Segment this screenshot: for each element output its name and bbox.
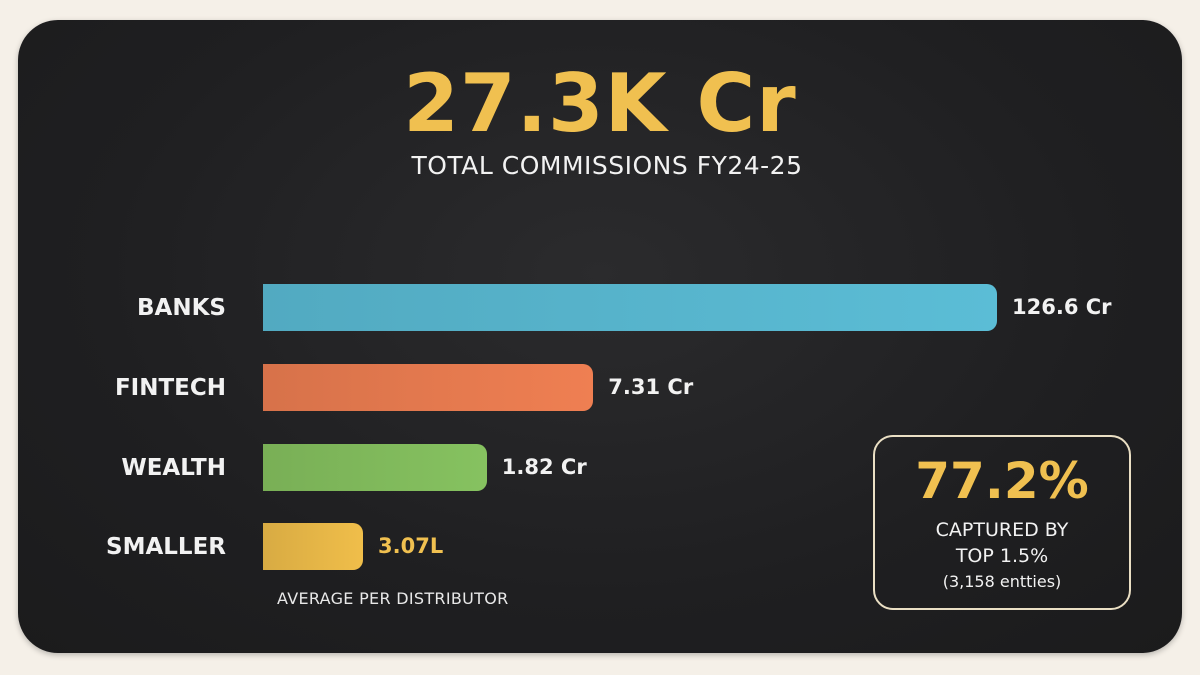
bar-banks <box>263 284 997 331</box>
bar-fintech <box>263 364 594 411</box>
headline-total: 27.3K Cr <box>403 57 797 150</box>
stat-caption-line1: CAPTURED BY <box>935 519 1069 541</box>
category-label-fintech: FINTECH <box>114 375 226 401</box>
stat-callout-box: 77.2% CAPTURED BY TOP 1.5% (3,158 enttie… <box>873 435 1131 610</box>
bar-smaller <box>263 523 363 570</box>
value-label-fintech: 7.31 Cr <box>608 375 694 399</box>
category-label-banks: BANKS <box>137 295 226 321</box>
bar-wealth <box>263 444 487 491</box>
stat-caption-line3: (3,158 entties) <box>942 572 1062 591</box>
category-label-smaller: SMALLER <box>106 534 226 560</box>
category-label-wealth: WEALTH <box>121 455 226 481</box>
chart-card <box>18 20 1182 653</box>
headline-caption: TOTAL COMMISSIONS FY24-25 <box>411 151 803 180</box>
stat-caption-line2: TOP 1.5% <box>955 545 1049 567</box>
value-label-smaller: 3.07L <box>378 534 444 558</box>
chart-footnote: AVERAGE PER DISTRIBUTOR <box>277 589 509 608</box>
value-label-wealth: 1.82 Cr <box>501 455 587 479</box>
stat-value: 77.2% <box>915 452 1089 510</box>
value-label-banks: 126.6 Cr <box>1012 295 1112 319</box>
